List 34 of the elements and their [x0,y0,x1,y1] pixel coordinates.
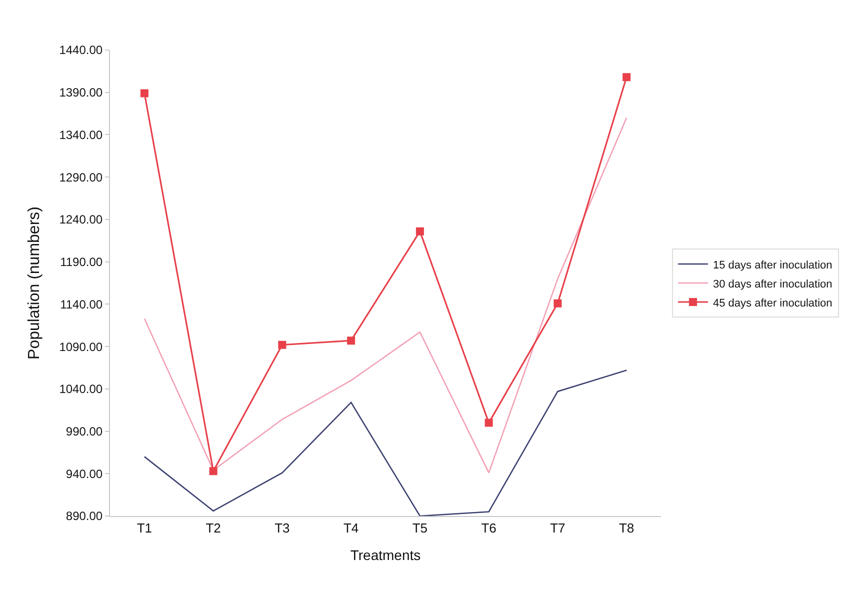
x-tick-label: T1 [136,520,152,536]
point [416,227,424,236]
y-tick-label: 990.00 [66,424,103,438]
x-tick-label: T3 [274,520,290,536]
y-tick-label: 1240.00 [59,212,103,227]
legend-label: 15 days after inoculation [713,259,832,272]
y-tick-label: 1440.00 [59,43,103,58]
x-tick-label: T6 [481,520,496,536]
point [140,89,148,98]
y-tick-label: 890.00 [66,509,103,524]
y-tick-label: 1040.00 [59,382,103,396]
legend-label: 45 days after inoculation [713,297,832,310]
legend-label: 30 days after inoculation [713,278,832,290]
x-axis-title: Treatments [350,546,421,563]
x-tick-label: T7 [550,520,566,536]
line-series [144,370,628,516]
point [554,299,562,308]
y-tick-label: 1190.00 [60,255,103,270]
x-tick-label: T4 [343,520,359,536]
y-tick-label: 1390.00 [59,86,103,100]
y-tick-label: 1340.00 [59,128,103,142]
x-tick-label: T2 [206,520,221,536]
y-tick-label: 1090.00 [59,340,103,354]
y-tick-label: 940.00 [66,466,103,481]
x-tick-label: T8 [618,520,634,536]
point [278,340,286,349]
y-axis-title: Population (numbers) [26,206,44,360]
point [484,418,493,427]
point [347,336,356,345]
point [622,73,631,82]
y-tick-label: 1140.00 [60,297,103,312]
y-tick-label: 1290.00 [59,170,103,184]
x-tick-label: T5 [412,520,428,536]
point [209,467,218,476]
